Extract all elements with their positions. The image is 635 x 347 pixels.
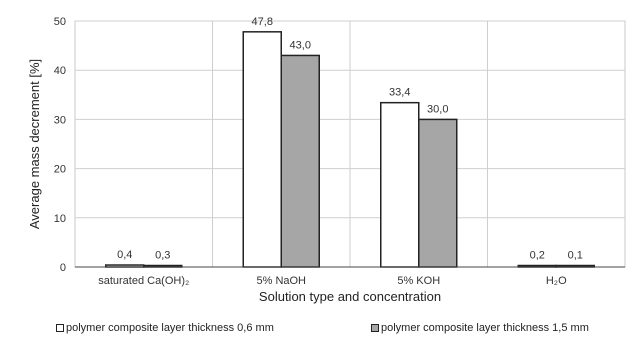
y-tick-label: 30 [54, 114, 66, 126]
x-tick-label: 5% NaOH [256, 275, 306, 287]
y-tick-label: 20 [54, 164, 66, 176]
bar-series-2 [280, 54, 320, 268]
legend-label-series-1: polymer composite layer thickness 0,6 mm [66, 322, 274, 334]
y-axis-title: Average mass decrement [%] [27, 59, 42, 229]
y-tick-label: 40 [54, 65, 66, 77]
legend-swatch-series-1 [56, 324, 64, 332]
data-label: 33,4 [389, 87, 410, 99]
legend-item-series-2: polymer composite layer thickness 1,5 mm [371, 322, 589, 334]
legend: polymer composite layer thickness 0,6 mm… [0, 322, 635, 342]
y-tick-labels: 0 10 20 30 40 50 [54, 16, 66, 274]
x-tick-label: H₂O [546, 275, 567, 287]
data-label: 0,2 [530, 250, 545, 262]
y-tick-label: 0 [60, 262, 66, 274]
y-tick-label: 50 [54, 16, 66, 28]
x-tick-label: saturated Ca(OH)₂ [98, 275, 189, 287]
x-axis-title: Solution type and concentration [259, 289, 441, 304]
y-tick-label: 10 [54, 213, 66, 225]
bar-series-1 [380, 101, 420, 268]
data-label: 0,4 [117, 249, 132, 261]
legend-label-series-2: polymer composite layer thickness 1,5 mm [381, 322, 589, 334]
data-label: 0,3 [155, 250, 170, 262]
bars-layer [105, 31, 595, 268]
legend-swatch-series-2 [371, 324, 379, 332]
data-label: 30,0 [427, 103, 448, 115]
bar-series-2 [418, 118, 458, 268]
x-tick-label: 5% KOH [397, 275, 440, 287]
legend-item-series-1: polymer composite layer thickness 0,6 mm [56, 322, 274, 334]
data-label: 43,0 [290, 39, 311, 51]
x-tick-labels: saturated Ca(OH)₂ 5% NaOH 5% KOH H₂O [98, 275, 567, 287]
bar-series-1 [242, 31, 282, 268]
grid-layer [75, 20, 625, 267]
value-labels: 0,4 0,3 47,8 43,0 33,4 30,0 0,2 0,1 [117, 16, 583, 262]
data-label: 47,8 [252, 16, 273, 28]
data-label: 0,1 [568, 250, 583, 262]
